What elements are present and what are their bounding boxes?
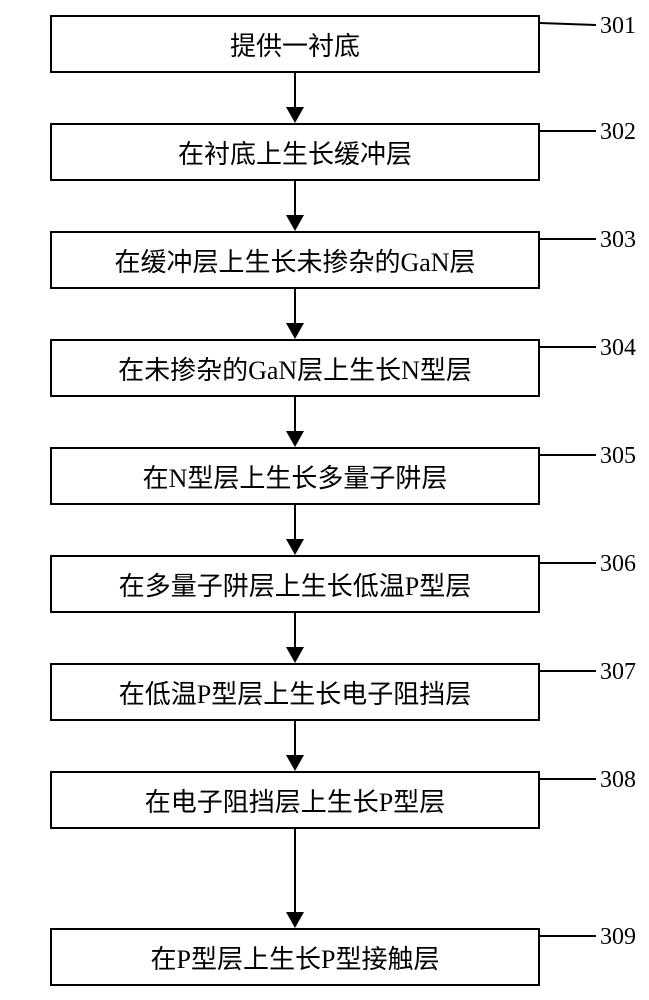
step-box-301: 提供一衬底 bbox=[50, 15, 540, 73]
arrow-305-to-306 bbox=[294, 505, 296, 539]
arrow-306-to-307 bbox=[294, 613, 296, 647]
arrow-304-to-305 bbox=[294, 397, 296, 431]
step-text-309: 在P型层上生长P型接触层 bbox=[151, 939, 440, 976]
step-box-309: 在P型层上生长P型接触层 bbox=[50, 928, 540, 986]
step-text-301: 提供一衬底 bbox=[230, 26, 360, 63]
step-text-306: 在多量子阱层上生长低温P型层 bbox=[119, 566, 471, 603]
arrow-307-to-308 bbox=[294, 721, 296, 755]
leader-306 bbox=[540, 562, 596, 564]
leader-301 bbox=[540, 22, 596, 26]
step-label-309: 309 bbox=[600, 924, 636, 951]
leader-308 bbox=[540, 778, 596, 780]
arrow-head-305-to-306 bbox=[286, 539, 304, 555]
step-label-302: 302 bbox=[600, 119, 636, 146]
arrow-head-308-to-309 bbox=[286, 912, 304, 928]
arrow-303-to-304 bbox=[294, 289, 296, 323]
step-label-308: 308 bbox=[600, 767, 636, 794]
step-text-308: 在电子阻挡层上生长P型层 bbox=[145, 782, 445, 819]
step-label-306: 306 bbox=[600, 551, 636, 578]
arrow-head-301-to-302 bbox=[286, 107, 304, 123]
arrow-302-to-303 bbox=[294, 181, 296, 215]
step-box-303: 在缓冲层上生长未掺杂的GaN层 bbox=[50, 231, 540, 289]
step-label-305: 305 bbox=[600, 443, 636, 470]
step-text-302: 在衬底上生长缓冲层 bbox=[178, 134, 412, 171]
step-box-307: 在低温P型层上生长电子阻挡层 bbox=[50, 663, 540, 721]
arrow-head-303-to-304 bbox=[286, 323, 304, 339]
step-label-303: 303 bbox=[600, 227, 636, 254]
leader-304 bbox=[540, 346, 596, 348]
arrow-head-302-to-303 bbox=[286, 215, 304, 231]
leader-305 bbox=[540, 454, 596, 456]
leader-302 bbox=[540, 130, 596, 132]
step-label-301: 301 bbox=[600, 13, 636, 40]
step-label-307: 307 bbox=[600, 659, 636, 686]
step-box-306: 在多量子阱层上生长低温P型层 bbox=[50, 555, 540, 613]
arrow-head-304-to-305 bbox=[286, 431, 304, 447]
leader-309 bbox=[540, 935, 596, 937]
arrow-308-to-309 bbox=[294, 829, 296, 912]
leader-307 bbox=[540, 670, 596, 672]
leader-303 bbox=[540, 238, 596, 240]
step-text-305: 在N型层上生长多量子阱层 bbox=[143, 458, 448, 495]
step-label-304: 304 bbox=[600, 335, 636, 362]
step-text-303: 在缓冲层上生长未掺杂的GaN层 bbox=[114, 242, 475, 279]
step-text-304: 在未掺杂的GaN层上生长N型层 bbox=[118, 350, 472, 387]
step-box-304: 在未掺杂的GaN层上生长N型层 bbox=[50, 339, 540, 397]
step-box-308: 在电子阻挡层上生长P型层 bbox=[50, 771, 540, 829]
arrow-301-to-302 bbox=[294, 73, 296, 107]
arrow-head-306-to-307 bbox=[286, 647, 304, 663]
step-text-307: 在低温P型层上生长电子阻挡层 bbox=[119, 674, 471, 711]
arrow-head-307-to-308 bbox=[286, 755, 304, 771]
step-box-305: 在N型层上生长多量子阱层 bbox=[50, 447, 540, 505]
flowchart-canvas: 提供一衬底 301 在衬底上生长缓冲层 302 在缓冲层上生长未掺杂的GaN层 303 在未… bbox=[0, 0, 649, 1000]
step-box-302: 在衬底上生长缓冲层 bbox=[50, 123, 540, 181]
